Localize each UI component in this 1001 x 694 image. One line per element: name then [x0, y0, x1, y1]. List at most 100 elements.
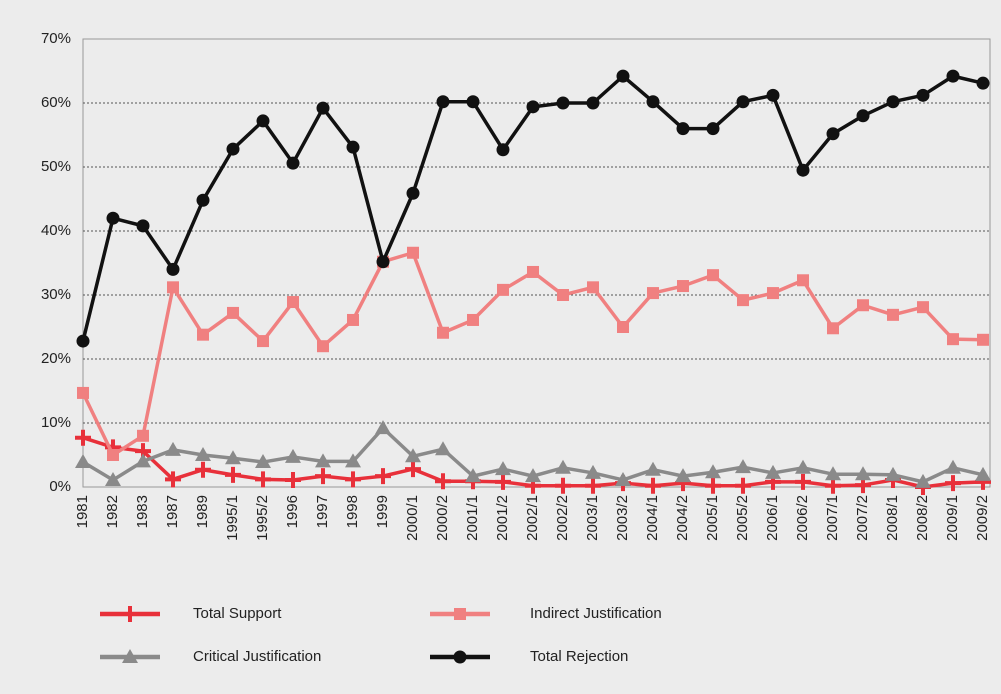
marker: [645, 477, 661, 494]
marker: [585, 464, 601, 479]
marker: [947, 333, 959, 346]
series-line: [81, 251, 984, 457]
x-tick-label: 1995/1: [224, 495, 241, 541]
marker: [165, 471, 181, 488]
marker: [885, 466, 901, 481]
x-tick-label: 1996: [284, 495, 301, 528]
marker: [827, 322, 839, 335]
marker: [375, 468, 391, 485]
legend-label: Indirect Justification: [530, 605, 662, 622]
marker: [285, 448, 301, 463]
x-tick-label: 2004/2: [674, 495, 691, 541]
x-tick-label: 1982: [104, 495, 121, 528]
x-tick-label: 2000/2: [434, 495, 451, 541]
marker: [257, 335, 269, 348]
x-tick-label: 2007/1: [824, 495, 841, 541]
marker: [675, 475, 691, 492]
marker: [135, 453, 151, 468]
x-tick-label: 2006/2: [794, 495, 811, 541]
marker: [645, 461, 661, 476]
x-tick-label: 2005/2: [734, 495, 751, 541]
marker: [316, 101, 330, 115]
marker: [105, 439, 121, 456]
marker: [495, 473, 511, 490]
series-line: [81, 74, 984, 342]
x-tick-label: 2001/2: [494, 495, 511, 541]
y-tick-label: 20%: [41, 350, 71, 367]
x-tick-label: 1981: [74, 495, 91, 528]
marker: [466, 95, 480, 109]
legend-label: Critical Justification: [193, 648, 321, 665]
marker: [137, 429, 149, 442]
x-tick-label: 1998: [344, 495, 361, 528]
marker: [975, 473, 991, 490]
x-tick-label: 1995/2: [254, 495, 271, 541]
marker: [585, 477, 601, 494]
marker: [436, 95, 450, 109]
marker: [106, 211, 120, 225]
marker: [975, 466, 991, 481]
marker: [587, 281, 599, 294]
legend-label: Total Support: [193, 605, 282, 622]
marker: [735, 459, 751, 474]
marker: [453, 650, 467, 664]
marker: [345, 453, 361, 468]
marker: [196, 193, 210, 207]
marker: [407, 246, 419, 259]
marker: [826, 127, 840, 141]
y-tick-label: 10%: [41, 414, 71, 431]
marker: [165, 441, 181, 456]
marker: [916, 88, 930, 102]
x-tick-label: 1987: [164, 495, 181, 528]
marker: [737, 294, 749, 307]
marker: [195, 461, 211, 478]
marker: [105, 471, 121, 486]
marker: [917, 301, 929, 314]
marker: [886, 95, 900, 109]
x-tick-label: 1999: [374, 495, 391, 528]
x-tick-label: 2001/1: [464, 495, 481, 541]
marker: [525, 468, 541, 483]
marker: [315, 468, 331, 485]
y-tick-label: 30%: [41, 286, 71, 303]
x-tick-label: 1983: [134, 495, 151, 528]
marker: [286, 156, 300, 170]
marker: [75, 429, 91, 446]
marker: [676, 122, 690, 136]
marker: [122, 606, 138, 622]
marker: [255, 471, 271, 488]
marker: [166, 262, 180, 276]
marker: [315, 453, 331, 468]
marker: [796, 163, 810, 177]
marker: [495, 461, 511, 476]
marker: [287, 296, 299, 309]
marker: [856, 109, 870, 123]
marker: [946, 69, 960, 83]
x-tick-label: 2008/2: [914, 495, 931, 541]
y-tick-label: 70%: [41, 30, 71, 47]
y-tick-label: 60%: [41, 94, 71, 111]
marker: [556, 96, 570, 110]
marker: [855, 466, 871, 481]
marker: [435, 441, 451, 456]
x-tick-label: 2009/1: [944, 495, 961, 541]
series: [75, 429, 991, 495]
marker: [347, 313, 359, 326]
marker: [705, 477, 721, 494]
x-tick-label: 1997: [314, 495, 331, 528]
marker: [345, 471, 361, 488]
y-tick-label: 50%: [41, 158, 71, 175]
marker: [405, 461, 421, 478]
marker: [735, 477, 751, 494]
marker: [887, 308, 899, 321]
x-tick-label: 2000/1: [404, 495, 421, 541]
marker: [527, 265, 539, 278]
marker: [825, 477, 841, 494]
x-tick-label: 2009/2: [974, 495, 991, 541]
marker: [945, 475, 961, 492]
marker: [227, 306, 239, 319]
marker: [857, 299, 869, 312]
marker: [616, 69, 630, 83]
marker: [497, 283, 509, 296]
marker: [797, 274, 809, 287]
